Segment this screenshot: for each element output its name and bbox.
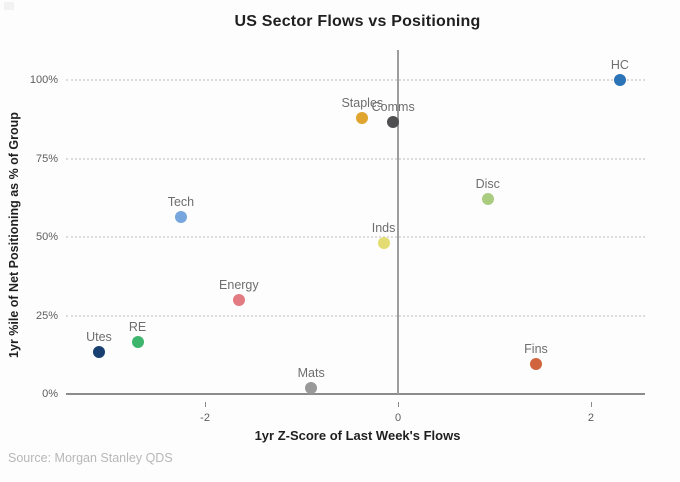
data-point-staples bbox=[356, 111, 369, 124]
point-label-tech: Tech bbox=[167, 194, 195, 209]
gridline-100% bbox=[66, 79, 645, 81]
x-axis-line bbox=[66, 393, 645, 395]
data-point-re bbox=[131, 336, 144, 349]
data-point-disc bbox=[481, 193, 494, 206]
x-tick-label--2: -2 bbox=[200, 412, 210, 424]
point-label-inds: Inds bbox=[371, 221, 396, 236]
y-tick-label-0%: 0% bbox=[42, 388, 58, 400]
point-label-comms: Comms bbox=[371, 100, 415, 115]
point-label-staples: Staples bbox=[341, 95, 384, 110]
gridline-75% bbox=[66, 157, 645, 160]
zero-vertical-line bbox=[397, 50, 400, 394]
y-tick-label-50%: 50% bbox=[35, 231, 58, 243]
x-tick-label-0: 0 bbox=[394, 412, 402, 424]
point-label-hc: HC bbox=[610, 58, 629, 72]
data-point-hc bbox=[613, 74, 626, 86]
point-label-energy: Energy bbox=[219, 277, 259, 292]
data-point-tech bbox=[174, 210, 187, 223]
gridline-50% bbox=[66, 236, 645, 238]
data-point-inds bbox=[377, 237, 390, 250]
point-label-re: RE bbox=[128, 320, 147, 335]
data-point-energy bbox=[232, 293, 245, 306]
y-tick-label-75%: 75% bbox=[35, 152, 58, 165]
point-label-mats: Mats bbox=[297, 365, 325, 380]
scan-artifact bbox=[4, 2, 14, 10]
y-tick-label-25%: 25% bbox=[35, 309, 58, 322]
x-tick-mark-2 bbox=[590, 402, 592, 407]
y-tick-label-100%: 100% bbox=[29, 74, 58, 86]
x-axis-label: 1yr Z-Score of Last Week's Flows bbox=[254, 428, 461, 443]
data-point-comms bbox=[387, 116, 400, 129]
x-tick-mark-0 bbox=[398, 402, 400, 407]
point-label-disc: Disc bbox=[475, 177, 500, 192]
x-tick-mark--2 bbox=[205, 402, 207, 407]
point-label-fins: Fins bbox=[524, 342, 548, 357]
source-note: Source: Morgan Stanley QDS bbox=[8, 451, 173, 465]
data-point-mats bbox=[305, 381, 318, 394]
gridline-25% bbox=[66, 314, 645, 317]
point-label-utes: Utes bbox=[86, 329, 112, 344]
data-point-fins bbox=[529, 358, 542, 371]
chart-title: US Sector Flows vs Positioning bbox=[234, 13, 481, 30]
x-tick-label-2: 2 bbox=[587, 412, 595, 424]
data-point-utes bbox=[92, 345, 105, 358]
